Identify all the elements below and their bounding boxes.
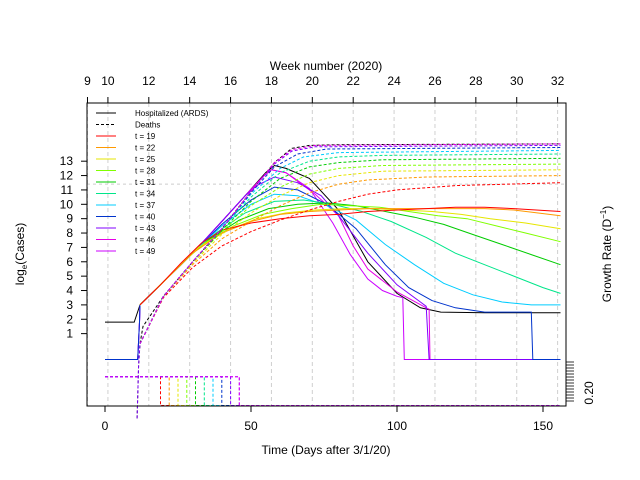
top-tick-label: 9 <box>84 74 91 88</box>
legend-label: t = 19 <box>135 132 156 141</box>
series-deaths-t-25 <box>139 169 561 344</box>
y-tick-label: 13 <box>60 154 74 168</box>
series-growth-t-25 <box>105 376 561 406</box>
top-tick-label: 30 <box>510 74 524 88</box>
legend-label: t = 37 <box>135 201 156 210</box>
x-axis: 0 50 100 150 <box>102 406 553 433</box>
y-axis-title: loge(Cases) <box>13 223 29 285</box>
series-deaths-t-22 <box>139 175 561 344</box>
series-deaths-t-37 <box>139 149 561 344</box>
legend-label: t = 31 <box>135 178 156 187</box>
series-growth-t-34 <box>105 376 561 406</box>
series-growth-t-31 <box>105 376 561 406</box>
y-tick-label: 3 <box>66 298 73 312</box>
series-t-19 <box>139 206 561 306</box>
x-tick-label: 150 <box>533 419 553 433</box>
series-growth-t-22 <box>105 376 561 406</box>
top-tick-label: 20 <box>306 74 320 88</box>
top-tick-label: 24 <box>387 74 401 88</box>
y-tick-label: 1 <box>66 327 73 341</box>
series-t-40 <box>105 186 561 360</box>
legend-label: Hospitalized (ARDS) <box>135 109 209 118</box>
legend-label: t = 43 <box>135 224 156 233</box>
series-growth-t-37 <box>105 376 561 406</box>
series-growth-t-46 <box>105 376 561 406</box>
y-tick-label: 12 <box>60 169 74 183</box>
legend-label: t = 46 <box>135 236 156 245</box>
top-axis-title: Week number (2020) <box>270 59 383 73</box>
top-tick-label: 22 <box>347 74 361 88</box>
legend-label: Deaths <box>135 121 160 130</box>
series-deaths <box>136 143 561 419</box>
top-tick-label: 12 <box>142 74 156 88</box>
y-tick-label: 6 <box>66 255 73 269</box>
right-axis-title: Growth Rate (D−1) <box>599 206 614 302</box>
series-t-25 <box>139 208 561 306</box>
series-lines <box>105 143 561 419</box>
top-week-axis: 9 10 12 14 16 18 20 22 24 26 28 30 32 <box>84 74 565 103</box>
legend-label: t = 49 <box>135 247 156 256</box>
y-tick-label: 2 <box>66 312 73 326</box>
series-growth-t-40 <box>105 376 561 406</box>
right-axis-title-main: Growth Rate (D <box>600 219 614 303</box>
top-tick-label: 32 <box>551 74 565 88</box>
y-tick-label: 9 <box>66 212 73 226</box>
legend-label: t = 28 <box>135 167 156 176</box>
legend-label: t = 25 <box>135 155 156 164</box>
legend-label: t = 22 <box>135 144 156 153</box>
x-tick-label: 100 <box>387 419 407 433</box>
y-axis-title-main: log <box>13 269 27 285</box>
series-growth-t-28 <box>105 376 561 406</box>
top-tick-label: 16 <box>224 74 238 88</box>
legend: Hospitalized (ARDS) Deaths t = 19 t = 22 t =… <box>96 109 209 256</box>
series-t-46 <box>105 169 561 360</box>
series-deaths-t-19 <box>139 182 561 344</box>
top-tick-label: 26 <box>428 74 442 88</box>
series-deaths-t-31 <box>139 157 561 344</box>
right-tick-label: 0.20 <box>582 381 596 405</box>
y-tick-label: 7 <box>66 240 73 254</box>
plot-frame <box>86 102 567 407</box>
week-gridlines <box>86 103 559 406</box>
series-hospitalized-ards <box>105 164 561 323</box>
series-deaths-t-46 <box>139 143 561 344</box>
series-growth-t-49 <box>105 376 561 406</box>
y-tick-label: 10 <box>60 197 74 211</box>
right-axis-title-sup: −1 <box>599 209 608 219</box>
y-tick-label: 5 <box>66 269 73 283</box>
right-axis-title-tail: ) <box>600 206 614 210</box>
y-axis-title-tail: (Cases) <box>13 223 27 265</box>
x-axis-title: Time (Days after 3/1/20) <box>262 443 391 457</box>
series-growth-t-19 <box>105 376 561 406</box>
y-tick-label: 8 <box>66 226 73 240</box>
top-tick-label: 18 <box>265 74 279 88</box>
y-tick-label: 11 <box>61 183 74 197</box>
right-axis-ticks <box>566 361 574 402</box>
y-axis-title-sub: e <box>20 264 29 269</box>
series-deaths-t-43 <box>136 144 561 419</box>
series-growth-t-43 <box>105 376 561 406</box>
x-tick-label: 50 <box>244 419 258 433</box>
series-t-22 <box>139 208 561 306</box>
top-tick-label: 14 <box>183 74 197 88</box>
legend-label: t = 34 <box>135 190 156 199</box>
x-tick-label: 0 <box>102 419 109 433</box>
top-tick-label: 28 <box>469 74 483 88</box>
series-t-49 <box>105 169 561 360</box>
y-tick-label: 4 <box>66 284 73 298</box>
top-tick-label: 10 <box>101 74 115 88</box>
legend-label: t = 40 <box>135 213 156 222</box>
